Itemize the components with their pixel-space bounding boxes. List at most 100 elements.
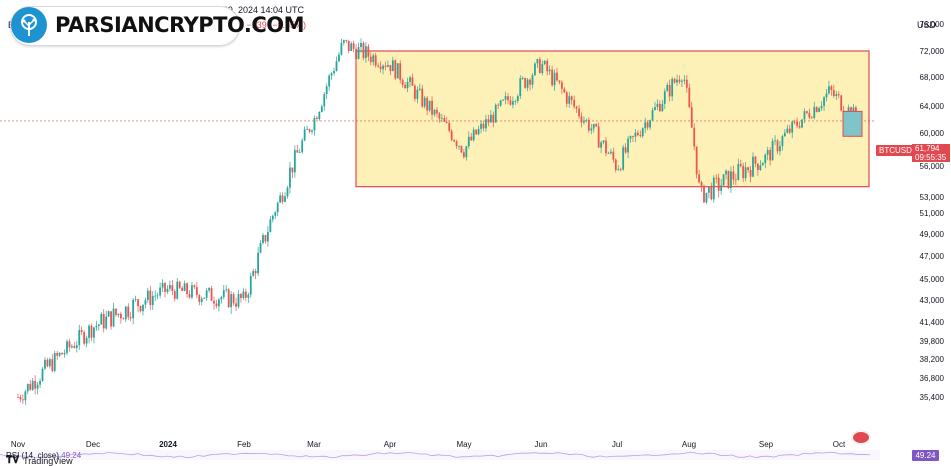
last-price-value: 61,794 (915, 144, 940, 153)
candle-body (22, 399, 24, 401)
candle-body (71, 346, 73, 348)
candle-body (80, 330, 83, 333)
footer[interactable]: 𝐓𝐕 TradingView (6, 455, 73, 466)
candle-body (749, 170, 752, 177)
candle-body (374, 55, 377, 66)
candle-body (607, 153, 610, 155)
y-tick-label: 56,000 (920, 162, 945, 171)
candle-body (159, 287, 161, 296)
candle-body (590, 128, 593, 131)
candle-body (271, 215, 274, 220)
x-tick-label: Oct (833, 440, 846, 449)
candle-body (423, 97, 426, 107)
candle-body (739, 163, 742, 166)
candle-body (627, 138, 629, 153)
candle-body (264, 235, 267, 242)
candle-body (649, 120, 651, 128)
candle-body (120, 313, 122, 319)
candle-body (166, 288, 169, 292)
candle-body (519, 78, 522, 97)
candle-body (737, 163, 740, 180)
candle-body (291, 167, 294, 173)
flag-icon[interactable] (852, 431, 870, 444)
candle-body (823, 97, 825, 106)
candle-body (769, 149, 772, 161)
candle-body (534, 63, 536, 76)
candle-body (389, 65, 392, 72)
candle-body (754, 156, 757, 164)
candle-body (220, 297, 223, 300)
rsi-value: 49.24 (61, 451, 82, 460)
countdown-value: 09:55:35 (915, 153, 947, 162)
current-price-box (842, 110, 863, 137)
y-tick-label: 64,000 (920, 102, 945, 111)
rsi-badge: 49.24 (912, 450, 939, 461)
candle-body (276, 202, 279, 213)
candle-body (509, 100, 512, 105)
candle-body (352, 43, 355, 49)
candle-body (257, 252, 259, 274)
tradingview-logo-icon: 𝐓𝐕 (6, 455, 20, 466)
candle-body (200, 298, 203, 302)
candle-body (63, 352, 66, 355)
candle-body (102, 313, 105, 329)
x-tick-label: Jul (612, 440, 622, 449)
candle-body (504, 96, 507, 100)
candle-body (548, 69, 551, 72)
range-rectangle (355, 50, 870, 188)
candle-body (53, 353, 56, 371)
y-tick-label: 35,400 (920, 393, 945, 402)
candle-body (161, 282, 164, 288)
x-tick-label: Apr (384, 440, 397, 449)
candle-body (88, 325, 90, 338)
candle-body (573, 99, 576, 107)
candle-body (66, 341, 68, 353)
candle-body (26, 383, 29, 392)
candle-body (73, 346, 76, 348)
candle-body (146, 290, 149, 301)
candle-body (313, 117, 316, 131)
candle-body (156, 295, 159, 297)
candle-body (445, 121, 448, 123)
candle-body (438, 113, 441, 119)
candle-body (774, 140, 776, 142)
candle-body (803, 111, 806, 120)
candle-body (36, 384, 39, 389)
candle-body (661, 103, 664, 112)
candle-body (411, 77, 414, 86)
candle-body (249, 275, 252, 295)
candle-body (813, 107, 816, 119)
candle-body (416, 89, 419, 99)
candle-body (83, 332, 86, 344)
x-tick-label: May (456, 440, 471, 449)
candle-body (463, 152, 465, 158)
candle-body (678, 79, 681, 82)
candle-body (176, 281, 179, 299)
candle-body (404, 84, 406, 89)
candle-body (428, 100, 431, 111)
candle-body (668, 85, 671, 97)
candle-body (458, 145, 460, 147)
candle-body (587, 119, 590, 131)
candle-body (90, 325, 93, 338)
candle-body (622, 147, 625, 170)
candle-body (303, 129, 306, 141)
candle-body (825, 93, 828, 98)
candle-body (377, 65, 380, 67)
candle-body (235, 303, 237, 307)
candles (17, 38, 857, 405)
candle-body (654, 107, 656, 111)
candle-body (828, 86, 830, 94)
candle-body (585, 119, 588, 121)
candle-body (592, 124, 595, 129)
candle-body (656, 103, 659, 108)
candle-body (538, 59, 541, 73)
candle-body (320, 106, 323, 112)
candle-body (137, 299, 139, 307)
ticker-badge: BTCUSD (876, 145, 915, 156)
candle-body (333, 70, 335, 74)
candle-body (107, 311, 110, 317)
candle-body (671, 78, 674, 97)
candle-body (129, 317, 132, 319)
